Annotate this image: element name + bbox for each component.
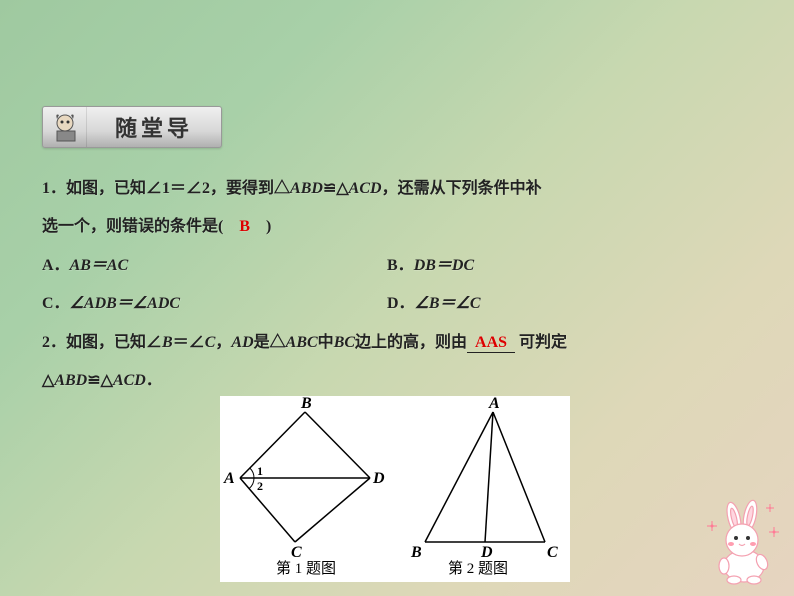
q2-c: C bbox=[205, 334, 216, 351]
opt-d-math: ∠B＝∠C bbox=[415, 295, 481, 312]
q2-b: B bbox=[162, 334, 173, 351]
q1-abd: ABD bbox=[290, 180, 323, 197]
q2-p4: 边上的高，则由 bbox=[355, 334, 467, 351]
fig2-caption: 第 2 题图 bbox=[448, 557, 508, 578]
q2l2-cong: ≌△ bbox=[87, 372, 113, 389]
svg-text:A: A bbox=[488, 396, 500, 412]
q2l2-acd: ACD bbox=[113, 372, 146, 389]
question-2-line1: 2．如图，已知∠B＝∠C，AD是△ABC中BC边上的高，则由AAS 可判定 bbox=[42, 324, 732, 362]
q2-eq: ＝∠ bbox=[173, 334, 205, 351]
q2-blank: AAS bbox=[467, 333, 515, 353]
q2-number: 2． bbox=[42, 334, 66, 351]
option-c: C．∠ADB＝∠ADC bbox=[42, 285, 387, 323]
svg-text:B: B bbox=[300, 396, 312, 412]
banner-mascot-icon bbox=[43, 107, 87, 147]
options-row-1: A．AB＝AC B．DB＝DC bbox=[42, 247, 732, 285]
fig1-caption: 第 1 题图 bbox=[276, 557, 336, 578]
q2-abc: ABC bbox=[286, 334, 318, 351]
svg-text:A: A bbox=[223, 470, 235, 487]
q2-p5: 可判定 bbox=[515, 334, 567, 351]
option-a: A．AB＝AC bbox=[42, 247, 387, 285]
q2-p2: 是△ bbox=[254, 334, 286, 351]
q1-cong: ≌△ bbox=[323, 180, 349, 197]
q1-number: 1． bbox=[42, 180, 66, 197]
figures-panel: ABCD12 ABCD 第 1 题图 第 2 题图 bbox=[220, 396, 570, 582]
q1-answer: B bbox=[239, 218, 250, 235]
q2-bc: BC bbox=[334, 334, 355, 351]
opt-b-label: B． bbox=[387, 257, 414, 274]
question-2-line2: △ABD≌△ACD． bbox=[42, 362, 732, 400]
header-banner: 随堂导 bbox=[42, 106, 222, 148]
q2-ad: AD bbox=[231, 334, 253, 351]
bunny-mascot-icon bbox=[704, 496, 784, 586]
q1-text-1: 如图，已知∠1＝∠2，要得到△ bbox=[66, 180, 290, 197]
content-area: 1．如图，已知∠1＝∠2，要得到△ABD≌△ACD，还需从下列条件中补 选一个，… bbox=[42, 170, 732, 400]
options-row-2: C．∠ADB＝∠ADC D．∠B＝∠C bbox=[42, 285, 732, 323]
svg-text:1: 1 bbox=[257, 464, 263, 478]
q1-line2-2: ) bbox=[250, 218, 271, 235]
svg-text:B: B bbox=[410, 544, 422, 561]
q2-comma: ， bbox=[215, 334, 231, 351]
svg-text:2: 2 bbox=[257, 479, 263, 493]
q2-p1: 如图，已知∠ bbox=[66, 334, 162, 351]
figures-svg: ABCD12 ABCD bbox=[220, 396, 570, 582]
q2l2-abd: ABD bbox=[54, 372, 87, 389]
q2l2-period: ． bbox=[146, 372, 162, 389]
q2-p3: 中 bbox=[318, 334, 334, 351]
opt-c-math: ∠ADB＝∠ADC bbox=[70, 295, 181, 312]
opt-d-label: D． bbox=[387, 295, 415, 312]
opt-a-math: AB＝AC bbox=[70, 257, 129, 274]
opt-c-label: C． bbox=[42, 295, 70, 312]
question-1: 1．如图，已知∠1＝∠2，要得到△ABD≌△ACD，还需从下列条件中补 bbox=[42, 170, 732, 208]
q1-acd: ACD bbox=[349, 180, 382, 197]
q2l2-tri: △ bbox=[42, 372, 54, 389]
option-b: B．DB＝DC bbox=[387, 247, 732, 285]
option-d: D．∠B＝∠C bbox=[387, 285, 732, 323]
q1-line2-1: 选一个，则错误的条件是( bbox=[42, 218, 239, 235]
q1-text-2: ，还需从下列条件中补 bbox=[382, 180, 542, 197]
question-1-line2: 选一个，则错误的条件是( B ) bbox=[42, 208, 732, 246]
banner-text: 随堂导 bbox=[87, 111, 221, 143]
svg-text:D: D bbox=[372, 470, 385, 487]
opt-a-label: A． bbox=[42, 257, 70, 274]
svg-text:C: C bbox=[547, 544, 558, 561]
opt-b-math: DB＝DC bbox=[414, 257, 474, 274]
